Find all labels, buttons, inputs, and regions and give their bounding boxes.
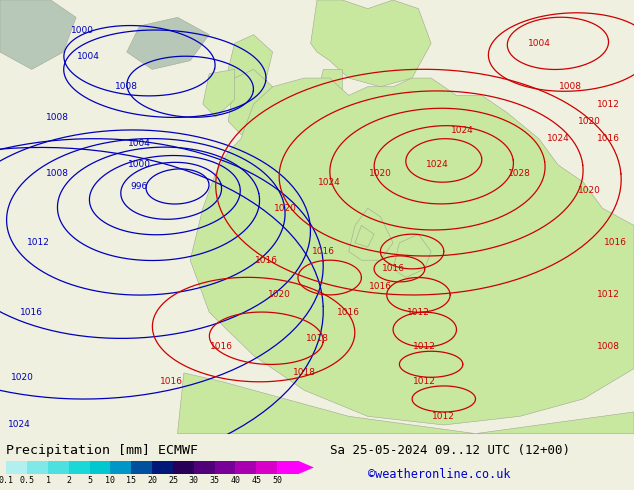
Text: 1012: 1012: [432, 412, 455, 421]
Polygon shape: [178, 373, 476, 434]
Text: 1012: 1012: [407, 308, 430, 317]
Text: 1016: 1016: [382, 265, 404, 273]
Polygon shape: [349, 208, 393, 260]
Text: 1024: 1024: [451, 125, 474, 135]
Text: 1018: 1018: [293, 368, 316, 377]
Text: 1016: 1016: [337, 308, 360, 317]
Bar: [69, 461, 89, 474]
Text: 1024: 1024: [426, 160, 449, 169]
Text: 1012: 1012: [597, 99, 620, 109]
Polygon shape: [228, 70, 279, 134]
Text: 1008: 1008: [46, 113, 68, 122]
Polygon shape: [317, 70, 342, 104]
Polygon shape: [203, 70, 235, 117]
Polygon shape: [355, 225, 374, 247]
Text: 20: 20: [147, 476, 157, 485]
Polygon shape: [127, 17, 209, 70]
Text: 1016: 1016: [255, 256, 278, 265]
Text: 25: 25: [168, 476, 178, 485]
Text: 1012: 1012: [413, 343, 436, 351]
Text: 1024: 1024: [8, 420, 30, 429]
Polygon shape: [476, 412, 634, 434]
Text: 1008: 1008: [115, 82, 138, 91]
Text: 1008: 1008: [46, 169, 68, 178]
Text: 1012: 1012: [27, 238, 49, 247]
Text: 1: 1: [46, 476, 51, 485]
Text: 15: 15: [126, 476, 136, 485]
Bar: [194, 461, 215, 474]
Text: 1016: 1016: [210, 343, 233, 351]
Text: 1016: 1016: [369, 282, 392, 291]
Bar: [215, 461, 235, 474]
Bar: [173, 461, 194, 474]
Text: 1024: 1024: [547, 134, 569, 143]
Text: 1020: 1020: [274, 204, 297, 213]
Text: 1016: 1016: [312, 247, 335, 256]
Text: 35: 35: [210, 476, 219, 485]
Text: 45: 45: [251, 476, 261, 485]
Text: 1020: 1020: [11, 373, 34, 382]
Bar: [27, 461, 48, 474]
Polygon shape: [190, 78, 634, 425]
Text: 1004: 1004: [128, 139, 151, 147]
Polygon shape: [298, 461, 314, 474]
Text: 0.5: 0.5: [20, 476, 35, 485]
Text: ©weatheronline.co.uk: ©weatheronline.co.uk: [368, 468, 510, 481]
Text: 30: 30: [189, 476, 199, 485]
Bar: [152, 461, 173, 474]
Text: 1004: 1004: [527, 39, 550, 48]
Bar: [235, 461, 256, 474]
Text: 1020: 1020: [268, 291, 290, 299]
Polygon shape: [311, 0, 431, 87]
Bar: [131, 461, 152, 474]
Text: 40: 40: [231, 476, 240, 485]
Text: 1012: 1012: [597, 291, 620, 299]
Bar: [277, 461, 298, 474]
Text: 1020: 1020: [578, 117, 601, 126]
Text: 1018: 1018: [306, 334, 328, 343]
Text: 1008: 1008: [559, 82, 582, 91]
Bar: [256, 461, 277, 474]
Text: 1020: 1020: [578, 186, 601, 196]
Text: 1012: 1012: [413, 377, 436, 386]
Text: 50: 50: [272, 476, 282, 485]
Text: 1028: 1028: [508, 169, 531, 178]
Bar: [6, 461, 27, 474]
Text: 1008: 1008: [597, 343, 620, 351]
Text: 1016: 1016: [597, 134, 620, 143]
Polygon shape: [0, 0, 76, 70]
Text: 2: 2: [67, 476, 72, 485]
Polygon shape: [393, 234, 431, 277]
Text: 1020: 1020: [369, 169, 392, 178]
Text: 1024: 1024: [318, 178, 341, 187]
Bar: [110, 461, 131, 474]
Text: 10: 10: [105, 476, 115, 485]
Text: 1000: 1000: [71, 26, 94, 35]
Text: 1016: 1016: [604, 238, 626, 247]
Bar: [89, 461, 110, 474]
Text: 0.1: 0.1: [0, 476, 14, 485]
Text: 996: 996: [131, 182, 148, 191]
Text: 5: 5: [87, 476, 92, 485]
Text: 1016: 1016: [160, 377, 183, 386]
Bar: [48, 461, 69, 474]
Text: 1000: 1000: [128, 160, 151, 169]
Text: Precipitation [mm] ECMWF: Precipitation [mm] ECMWF: [6, 444, 198, 457]
Polygon shape: [228, 35, 273, 87]
Text: 1004: 1004: [77, 52, 100, 61]
Text: 1016: 1016: [20, 308, 43, 317]
Text: Sa 25-05-2024 09..12 UTC (12+00): Sa 25-05-2024 09..12 UTC (12+00): [330, 444, 570, 457]
